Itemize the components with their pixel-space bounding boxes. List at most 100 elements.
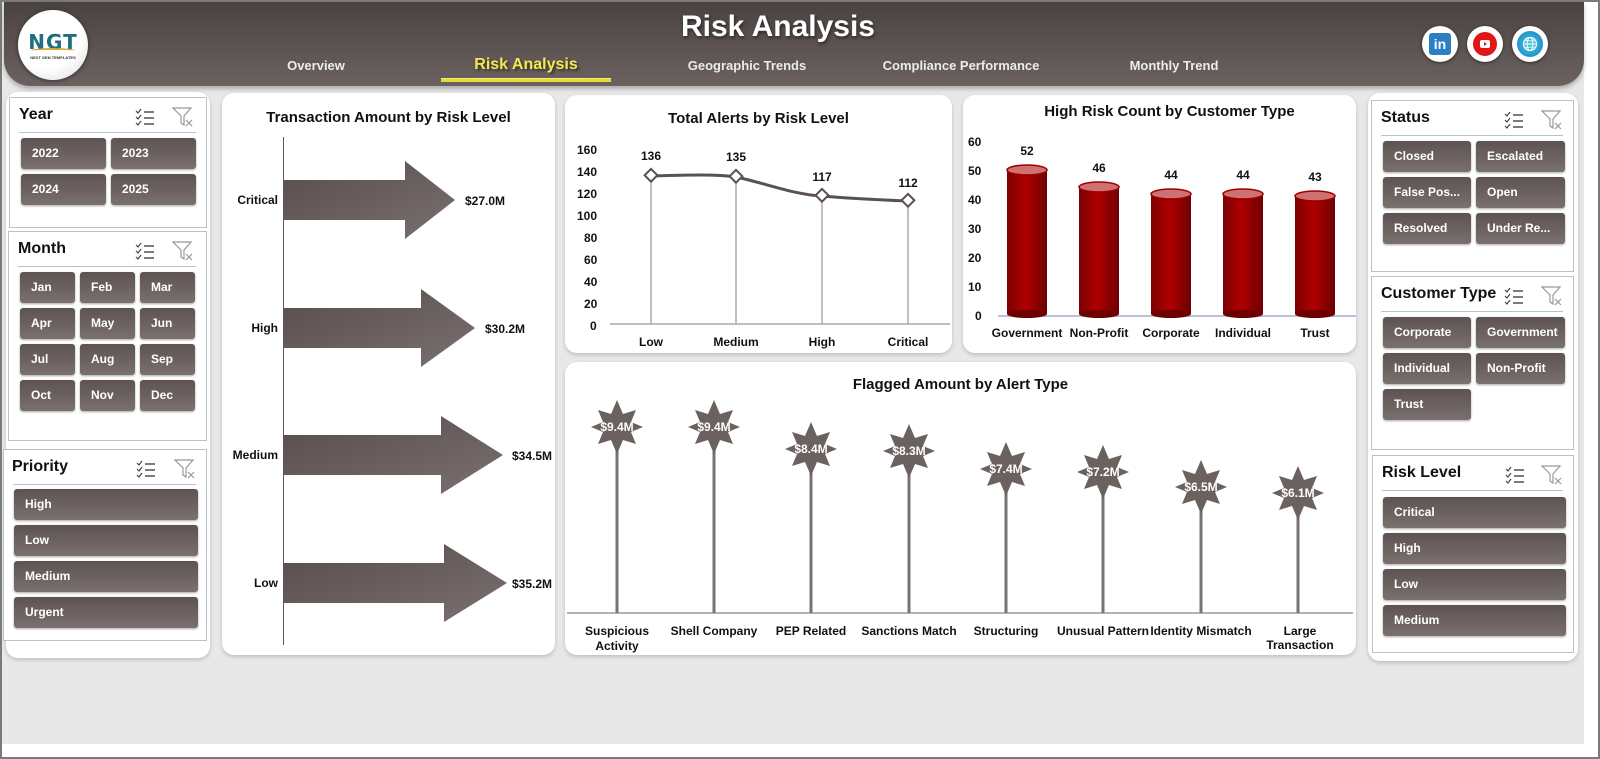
data-label: $34.5M — [512, 449, 553, 463]
slicer-item-low[interactable]: Low — [14, 525, 198, 556]
slicer-item-2022[interactable]: 2022 — [21, 138, 106, 169]
slicer-item-mar[interactable]: Mar — [140, 272, 195, 303]
multi-select-icon[interactable] — [1503, 111, 1525, 129]
y-tick: 0 — [590, 319, 597, 333]
slicer-item-aug[interactable]: Aug — [80, 344, 135, 375]
slicer-divider — [1381, 135, 1563, 136]
slicer-divider — [19, 132, 196, 133]
slicer-title: Risk Level — [1382, 464, 1462, 481]
globe-icon — [1517, 31, 1543, 57]
slicer-item-non-profit[interactable]: Non-Profit — [1476, 353, 1565, 384]
y-tick: 30 — [968, 222, 982, 236]
multi-select-icon[interactable] — [1503, 287, 1525, 305]
ngt-logo: NGT NEXT GEN TEMPLATES — [18, 10, 88, 80]
slicer-item-medium[interactable]: Medium — [14, 561, 198, 592]
youtube-button[interactable] — [1467, 26, 1503, 62]
risk-level-slicer: Risk Level Critical High Low Medium — [1372, 455, 1574, 653]
slicer-item-critical[interactable]: Critical — [1383, 497, 1566, 528]
tab-compliance-performance[interactable]: Compliance Performance — [882, 58, 1040, 73]
y-tick: 20 — [584, 297, 598, 311]
slicer-item-individual[interactable]: Individual — [1383, 353, 1471, 384]
tab-overview[interactable]: Overview — [287, 58, 345, 73]
category-label: Large Transaction — [1266, 624, 1334, 652]
slicer-item-resolved[interactable]: Resolved — [1383, 213, 1471, 244]
tab-risk-analysis[interactable]: Risk Analysis — [474, 56, 578, 73]
chart-axis — [283, 137, 284, 645]
category-label: Government — [991, 326, 1063, 340]
slicer-item-jul[interactable]: Jul — [20, 344, 75, 375]
category-label: Critical — [887, 335, 929, 349]
y-tick: 60 — [584, 253, 598, 267]
slicer-item-2024[interactable]: 2024 — [21, 174, 106, 205]
clear-filter-icon[interactable] — [1541, 286, 1563, 306]
tab-geographic-trends[interactable]: Geographic Trends — [687, 58, 807, 73]
slicer-item-high[interactable]: High — [1383, 533, 1566, 564]
slicer-item-false-positive[interactable]: False Pos... — [1383, 177, 1471, 208]
slicer-item-dec[interactable]: Dec — [140, 380, 195, 411]
slicer-title: Priority — [12, 458, 69, 475]
y-tick: 160 — [577, 143, 598, 157]
data-label: 44 — [1236, 168, 1250, 182]
slicer-item-2023[interactable]: 2023 — [111, 138, 196, 169]
bar-arrow-critical — [284, 161, 455, 239]
category-label: Structuring — [973, 624, 1039, 638]
slicer-item-under-review[interactable]: Under Re... — [1476, 213, 1565, 244]
slicer-item-closed[interactable]: Closed — [1383, 141, 1471, 172]
category-label: High — [808, 335, 836, 349]
y-tick: 20 — [968, 251, 982, 265]
slicer-item-medium[interactable]: Medium — [1383, 605, 1566, 636]
clear-filter-icon[interactable] — [1541, 110, 1563, 130]
slicer-item-apr[interactable]: Apr — [20, 308, 75, 339]
slicer-item-low[interactable]: Low — [1383, 569, 1566, 600]
slicer-item-jun[interactable]: Jun — [140, 308, 195, 339]
slicer-item-nov[interactable]: Nov — [80, 380, 135, 411]
chart-title: Total Alerts by Risk Level — [668, 110, 849, 127]
clear-filter-icon[interactable] — [172, 241, 194, 261]
slicer-item-2025[interactable]: 2025 — [111, 174, 196, 205]
data-label: $9.4M — [600, 420, 634, 434]
multi-select-icon[interactable] — [134, 242, 156, 260]
data-label: $6.1M — [1281, 486, 1315, 500]
cylinder-bars — [998, 164, 1356, 318]
slicer-item-jan[interactable]: Jan — [20, 272, 75, 303]
linkedin-button[interactable]: in — [1422, 26, 1458, 62]
month-slicer: Month Jan Feb Mar Apr May Jun Jul Aug Se… — [8, 231, 207, 441]
clear-filter-icon[interactable] — [1541, 465, 1563, 485]
slicer-item-open[interactable]: Open — [1476, 177, 1565, 208]
customer-type-slicer: Customer Type Corporate Government Indiv… — [1371, 276, 1574, 450]
multi-select-icon[interactable] — [135, 460, 157, 478]
slicer-title: Year — [19, 106, 53, 123]
slicer-title: Status — [1381, 109, 1430, 126]
category-label: Unusual Pattern — [1056, 624, 1149, 638]
website-button[interactable] — [1512, 26, 1548, 62]
slicer-item-government[interactable]: Government — [1476, 317, 1565, 348]
slicer-item-trust[interactable]: Trust — [1383, 389, 1471, 420]
category-label: Trust — [1300, 326, 1330, 340]
category-label: High — [251, 321, 278, 335]
data-label: $35.2M — [512, 577, 553, 591]
slicer-item-sep[interactable]: Sep — [140, 344, 195, 375]
category-label: Low — [254, 576, 278, 590]
slicer-item-corporate[interactable]: Corporate — [1383, 317, 1471, 348]
category-label: Non-Profit — [1069, 326, 1129, 340]
youtube-icon — [1473, 32, 1497, 56]
data-label: $7.2M — [1086, 465, 1120, 479]
status-slicer: Status Closed Escalated False Pos... Ope… — [1371, 100, 1574, 272]
slicer-item-urgent[interactable]: Urgent — [14, 597, 198, 628]
slicer-item-feb[interactable]: Feb — [80, 272, 135, 303]
multi-select-icon[interactable] — [134, 108, 156, 126]
high-risk-count-chart: High Risk Count by Customer Type 60 50 4… — [963, 95, 1356, 353]
y-tick: 50 — [968, 164, 982, 178]
slicer-item-high[interactable]: High — [14, 489, 198, 520]
tab-monthly-trend[interactable]: Monthly Trend — [1129, 58, 1219, 73]
clear-filter-icon[interactable] — [172, 107, 194, 127]
clear-filter-icon[interactable] — [174, 459, 196, 479]
multi-select-icon[interactable] — [1504, 466, 1526, 484]
slicer-item-escalated[interactable]: Escalated — [1476, 141, 1565, 172]
logo-subtext: NEXT GEN TEMPLATES — [30, 55, 76, 60]
total-alerts-chart: Total Alerts by Risk Level 160 140 120 1… — [565, 95, 952, 353]
slicer-item-may[interactable]: May — [80, 308, 135, 339]
slicer-item-oct[interactable]: Oct — [20, 380, 75, 411]
category-label: Shell Company — [670, 624, 758, 638]
slicer-divider — [13, 484, 196, 485]
